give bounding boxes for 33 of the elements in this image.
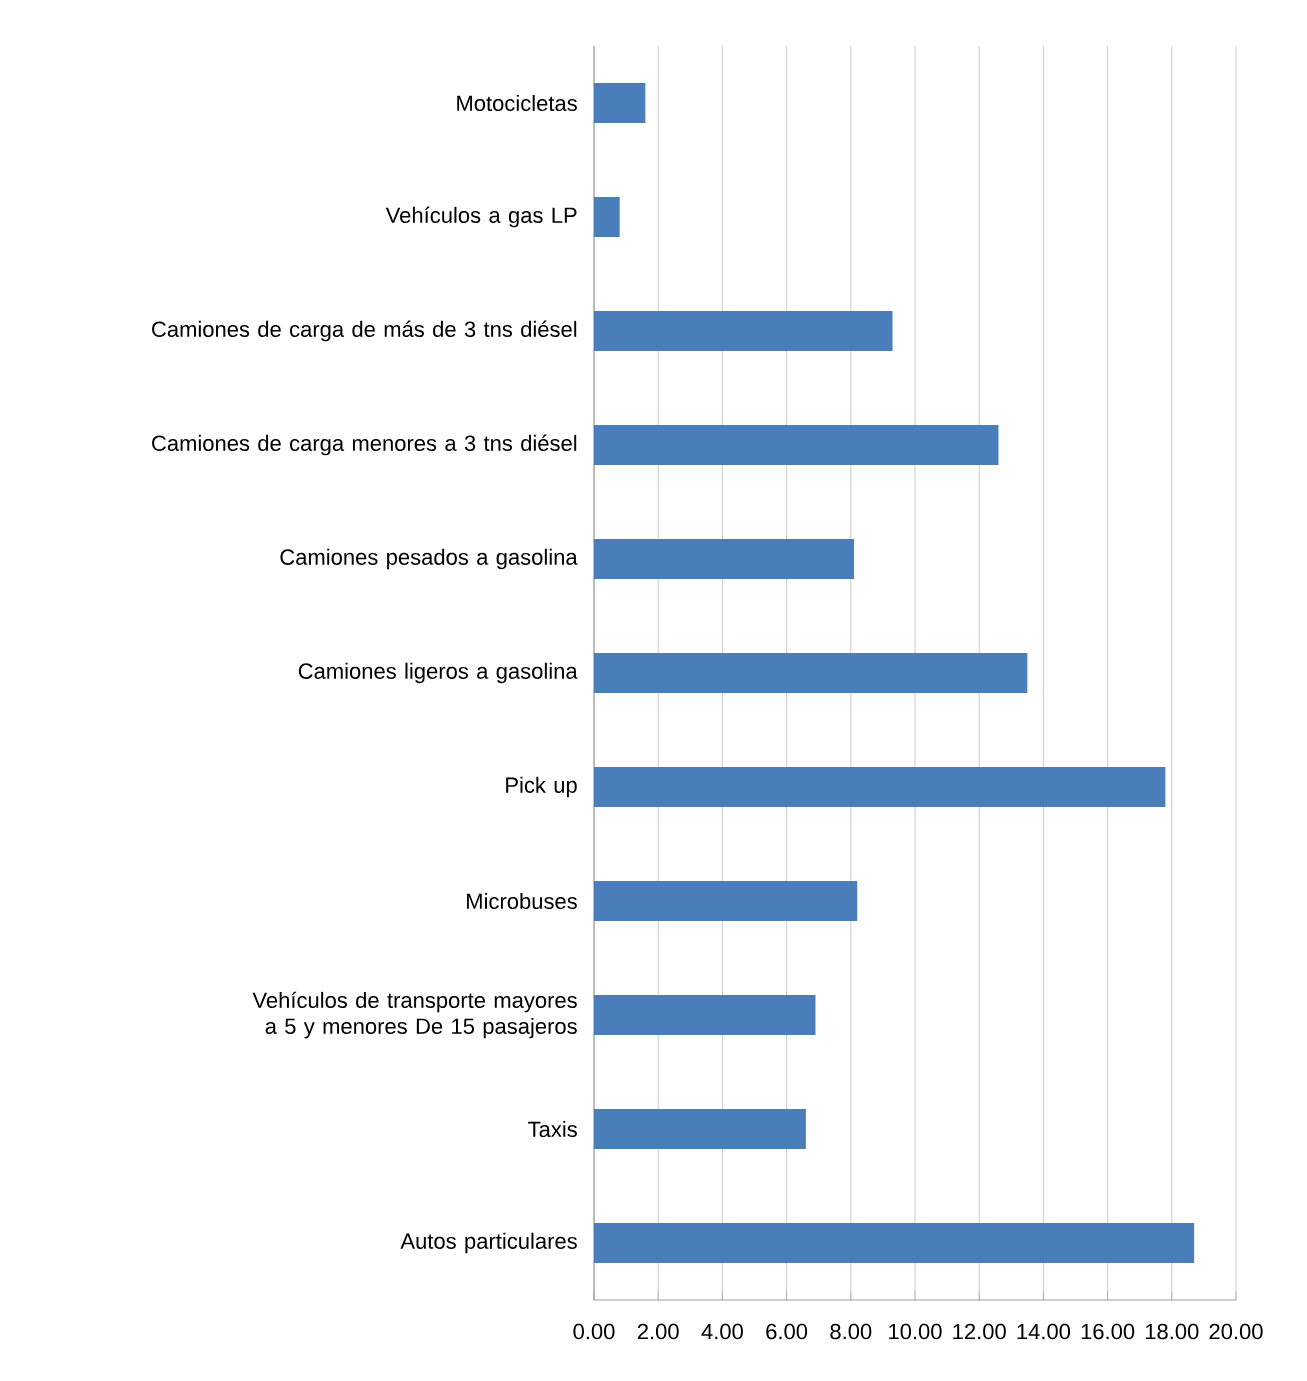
bar [594,310,893,351]
bar [594,766,1166,807]
y-tick-label: Microbuses [467,892,577,910]
bar [594,82,646,123]
x-tick-label: 12.00 [953,1323,1006,1340]
bar [594,424,999,465]
x-tick-label: 10.00 [889,1323,942,1340]
x-tick-label: 16.00 [1081,1323,1135,1340]
bar [594,652,1028,693]
y-tick-label: Camiones de carga de más de 3 tns diésel [152,320,577,342]
x-tick-label: 8.00 [830,1323,872,1340]
bar [594,1108,806,1149]
x-tick-label: 14.00 [1017,1323,1071,1340]
y-tick-label: Vehículos a gas LP [385,206,577,228]
bar [594,196,620,237]
y-tick-label: Pick up [506,776,577,798]
x-tick-label: 2.00 [637,1323,679,1340]
x-tick-label: 0.00 [573,1323,615,1340]
y-tick-label: Motocicletas [457,94,577,112]
x-tick-label: 6.00 [766,1323,808,1340]
bar [594,995,816,1035]
y-tick-label: Camiones ligeros a gasolina [298,662,578,684]
y-tick-label: Autos particulares [400,1232,577,1254]
x-tick-label: 20.00 [1209,1323,1263,1340]
y-tick-label: Camiones pesados a gasolina [280,548,578,570]
bar [594,880,858,921]
bar [594,1223,1195,1263]
bar [594,538,855,579]
x-tick-label: 4.00 [701,1323,743,1340]
y-tick-label: Camiones de carga menores a 3 tns diésel [152,434,577,456]
x-tick-label: 18.00 [1145,1323,1199,1340]
y-tick-label: Vehículos de transporte mayores a 5 y menores De 15 pasajeros [252,991,577,1039]
y-tick-label: Taxis [528,1120,577,1138]
